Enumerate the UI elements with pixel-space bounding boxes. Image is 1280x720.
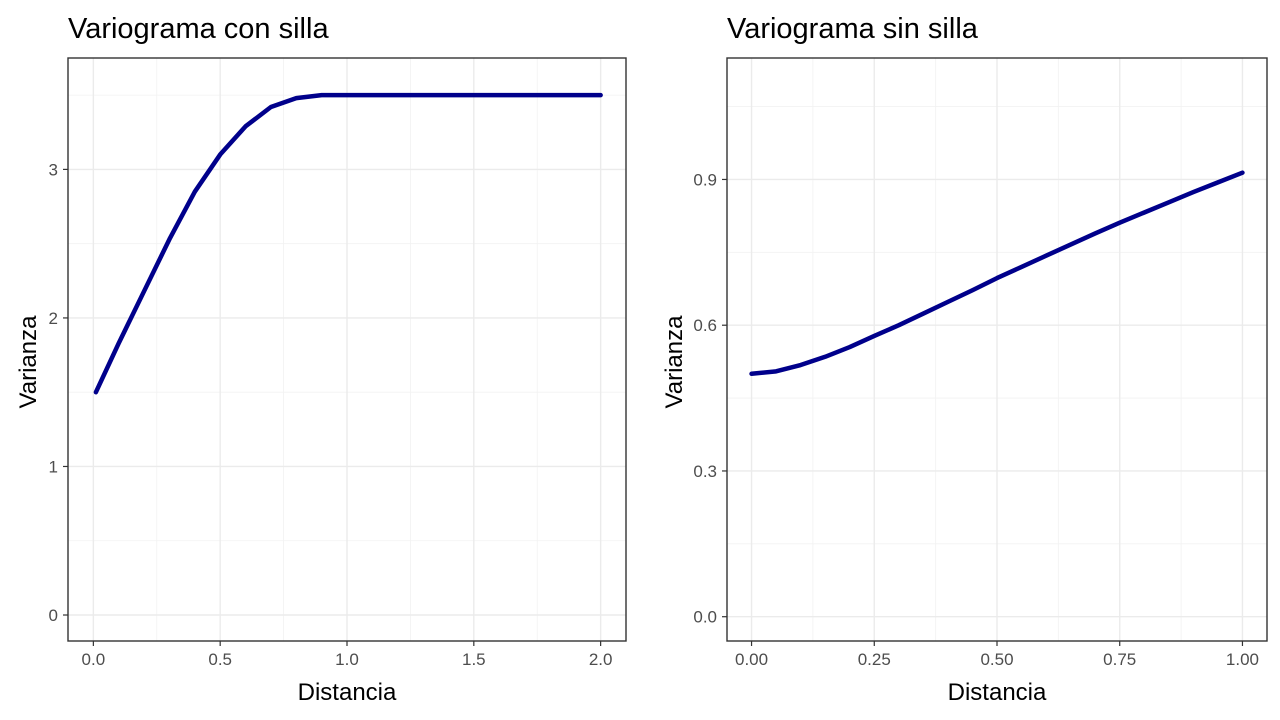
y-tick-label: 0.6 [693,316,717,335]
x-tick-label: 1.5 [462,650,486,669]
x-tick-label: 1.0 [335,650,359,669]
x-axis-label: Distancia [298,679,397,706]
y-tick-label: 0.3 [693,462,717,481]
x-tick-label: 0.25 [858,650,891,669]
y-axis-label: Varianza [661,315,688,409]
x-tick-label: 0.5 [208,650,232,669]
x-tick-label: 1.00 [1226,650,1259,669]
y-tick-label: 2 [49,309,58,328]
x-tick-label: 0.50 [980,650,1013,669]
x-tick-label: 0.75 [1103,650,1136,669]
y-axis-label: Varianza [15,315,42,409]
chart-variograma-con-silla: Variograma con silla 0.0 0.5 1.0 1.5 2.0 0 1 2 3… [15,13,627,706]
series-line [93,92,603,395]
chart-variograma-sin-silla: Variograma sin silla 0.00 0.25 0.50 0.75 1.0… [661,13,1268,706]
y-tick-label: 0 [49,606,58,625]
series-line [749,170,1245,377]
chart-title: Variograma con silla [68,13,329,45]
y-tick-label: 0.0 [693,608,717,627]
x-tick-label: 2.0 [589,650,613,669]
x-tick-label: 0.0 [82,650,106,669]
x-axis-label: Distancia [948,679,1047,706]
x-tick-label: 0.00 [735,650,768,669]
plot-area: 0.00 0.25 0.50 0.75 1.00 0.0 0.3 0.6 0.9 [693,57,1268,669]
y-tick-label: 3 [49,160,58,179]
y-tick-label: 0.9 [693,170,717,189]
chart-title: Variograma sin silla [727,13,979,45]
plot-area: 0.0 0.5 1.0 1.5 2.0 0 1 2 3 [49,57,627,669]
y-tick-label: 1 [49,457,58,476]
